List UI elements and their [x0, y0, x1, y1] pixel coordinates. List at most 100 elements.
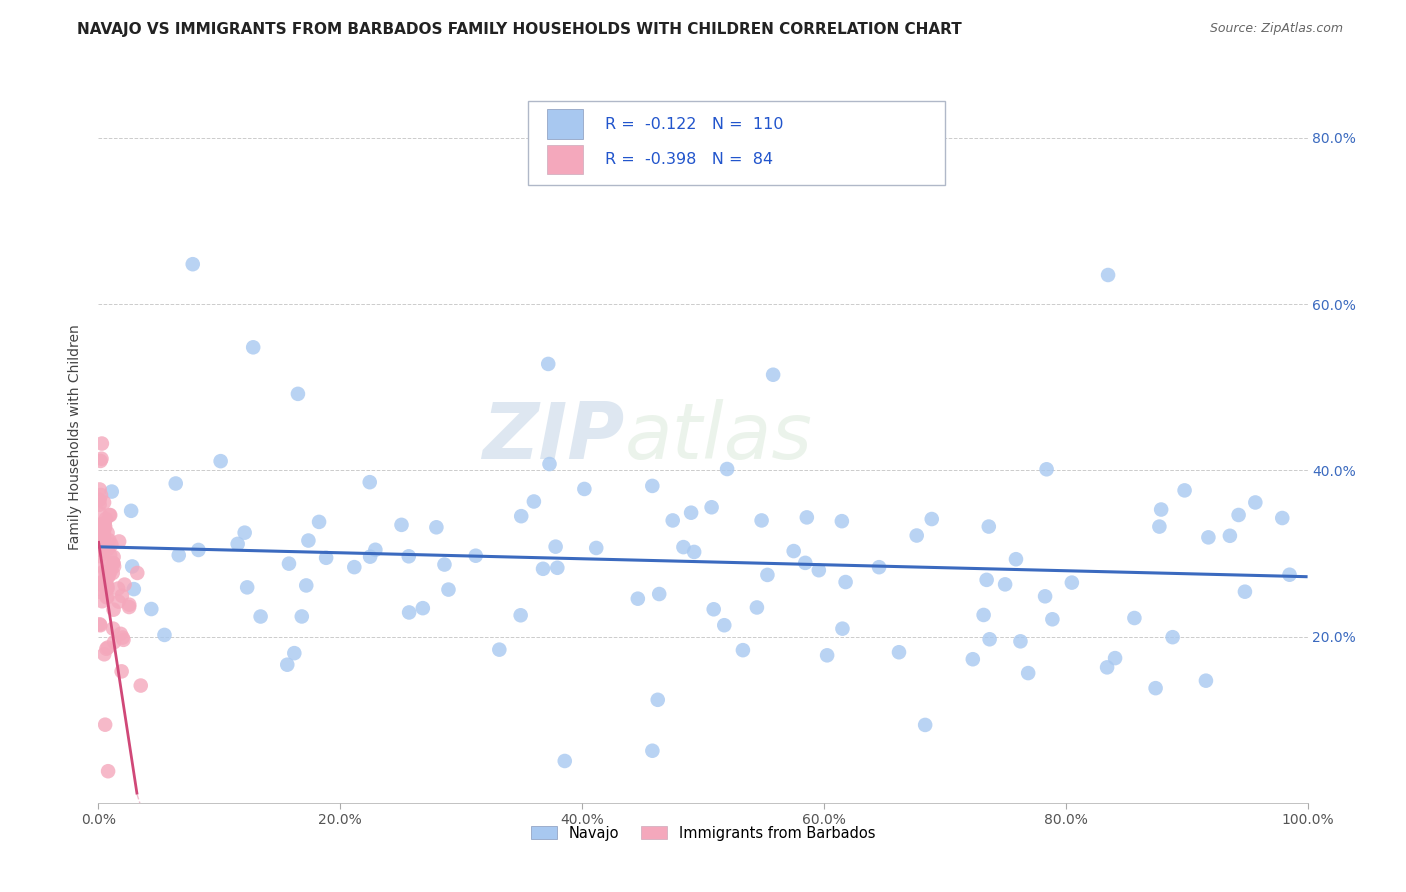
Point: [103, 549, 125, 564]
Point: [89, 543, 111, 558]
Point: [242, 340, 264, 354]
Point: [153, 628, 176, 642]
Point: [91, 526, 114, 541]
Point: [537, 357, 560, 371]
Point: [93, 521, 115, 535]
Point: [111, 665, 134, 679]
Point: [89, 454, 111, 468]
Point: [976, 573, 998, 587]
Point: [648, 587, 671, 601]
Point: [108, 534, 131, 549]
Point: [359, 549, 381, 564]
Point: [89, 507, 111, 521]
Point: [90, 451, 112, 466]
Point: [308, 515, 330, 529]
Point: [544, 540, 567, 554]
Point: [762, 368, 785, 382]
Point: [93, 495, 115, 509]
Point: [627, 591, 650, 606]
Point: [1144, 681, 1167, 695]
Point: [89, 584, 111, 599]
Legend: Navajo, Immigrants from Barbados: Navajo, Immigrants from Barbados: [524, 820, 882, 847]
Point: [91, 541, 114, 555]
Point: [756, 568, 779, 582]
Point: [287, 387, 309, 401]
Point: [94, 717, 117, 731]
Text: Source: ZipAtlas.com: Source: ZipAtlas.com: [1209, 22, 1343, 36]
Point: [93, 519, 115, 533]
Point: [574, 482, 596, 496]
Point: [641, 479, 664, 493]
Point: [98, 549, 121, 563]
Point: [283, 646, 305, 660]
Point: [297, 533, 319, 548]
Point: [98, 508, 121, 523]
Point: [364, 542, 387, 557]
Point: [90, 436, 112, 450]
Point: [96, 578, 118, 592]
Point: [433, 558, 456, 572]
Point: [905, 528, 928, 542]
Point: [683, 545, 706, 559]
Point: [831, 514, 853, 528]
Point: [488, 642, 510, 657]
Point: [89, 617, 111, 632]
Point: [118, 598, 141, 612]
Point: [831, 622, 853, 636]
Text: R =  -0.398   N =  84: R = -0.398 N = 84: [605, 152, 773, 167]
Point: [509, 608, 531, 623]
Point: [994, 577, 1017, 591]
Point: [391, 517, 413, 532]
Point: [91, 519, 114, 533]
Point: [112, 632, 135, 647]
Text: NAVAJO VS IMMIGRANTS FROM BARBADOS FAMILY HOUSEHOLDS WITH CHILDREN CORRELATION C: NAVAJO VS IMMIGRANTS FROM BARBADOS FAMIL…: [77, 22, 962, 37]
Point: [731, 643, 754, 657]
Point: [343, 560, 366, 574]
Point: [868, 560, 890, 574]
Point: [96, 578, 118, 592]
Point: [1197, 530, 1219, 544]
Point: [93, 516, 115, 530]
Point: [103, 557, 125, 571]
Point: [713, 618, 735, 632]
Point: [89, 618, 111, 632]
Point: [437, 582, 460, 597]
Point: [89, 549, 111, 563]
Point: [1104, 651, 1126, 665]
Point: [1233, 584, 1256, 599]
Point: [89, 498, 111, 512]
Point: [1195, 673, 1218, 688]
Point: [794, 556, 817, 570]
Point: [1174, 483, 1197, 498]
Point: [291, 609, 314, 624]
Point: [121, 559, 143, 574]
Point: [359, 475, 381, 490]
Point: [1219, 529, 1241, 543]
Point: [1017, 666, 1039, 681]
Point: [97, 569, 120, 583]
Point: [236, 580, 259, 594]
Point: [716, 462, 738, 476]
Point: [226, 537, 249, 551]
Point: [118, 600, 141, 615]
Point: [90, 533, 112, 548]
Point: [129, 679, 152, 693]
Point: [90, 577, 112, 591]
Point: [96, 570, 118, 584]
Point: [93, 648, 115, 662]
Point: [796, 510, 818, 524]
Point: [672, 540, 695, 554]
Point: [1097, 268, 1119, 282]
Point: [782, 544, 804, 558]
Point: [97, 581, 120, 595]
Text: atlas: atlas: [624, 399, 813, 475]
Point: [93, 518, 115, 533]
Point: [751, 513, 773, 527]
Point: [122, 582, 145, 596]
Point: [464, 549, 486, 563]
Point: [887, 645, 910, 659]
Point: [1271, 511, 1294, 525]
Point: [91, 544, 114, 558]
Point: [1123, 611, 1146, 625]
Point: [661, 513, 683, 527]
